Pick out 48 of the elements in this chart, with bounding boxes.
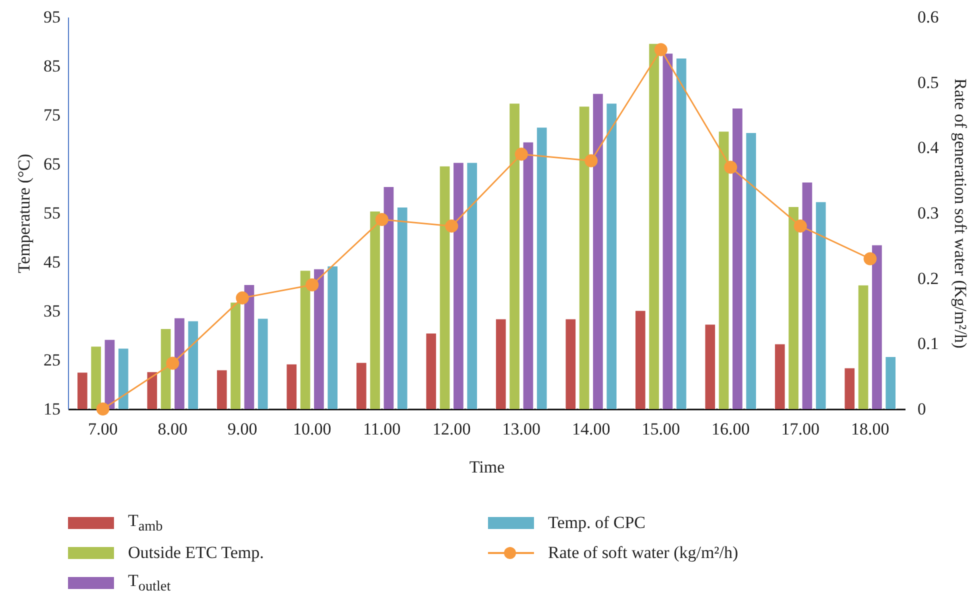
y-tick-label: 65 — [44, 154, 60, 174]
y2-tick-label: 0 — [918, 400, 926, 418]
x-tick-label: 18.00 — [851, 420, 890, 438]
y-tick-label: 95 — [44, 8, 60, 26]
y2-tick-label: 0.2 — [918, 268, 939, 288]
point — [96, 402, 110, 416]
x-tick-label: 12.00 — [432, 420, 471, 438]
point — [236, 291, 249, 304]
y2-tick-label: 0.5 — [918, 72, 939, 92]
x-tick-label: 11.00 — [363, 420, 401, 438]
legend-label: Rate of soft water (kg/m²/h) — [548, 543, 738, 563]
point — [306, 278, 319, 292]
y2-axis-title: Rate of generation soft water (Kg/m²/h) — [950, 78, 970, 348]
x-tick-label: 8.00 — [158, 420, 188, 438]
legend-label: T$_{outlet}$ — [128, 570, 171, 595]
x-tick-label: 7.00 — [88, 420, 118, 438]
point — [794, 220, 807, 233]
point — [166, 356, 180, 370]
x-tick-label: 13.00 — [502, 420, 540, 438]
x-tick-label: 9.00 — [228, 420, 258, 438]
x-tick-label: 14.00 — [572, 420, 610, 438]
y2-tick-label: 0.1 — [918, 334, 939, 354]
legend-label: T$_{amb}$ — [128, 510, 163, 536]
y-tick-label: 45 — [44, 252, 60, 272]
y2-tick-label: 0.4 — [918, 138, 940, 158]
point — [445, 220, 458, 233]
y-tick-label: 75 — [44, 106, 60, 124]
x-tick-label: 10.00 — [293, 420, 332, 438]
y2-tick-label: 0.3 — [918, 204, 939, 222]
point — [514, 148, 528, 161]
legend-label: Outside ETC Temp. — [128, 543, 264, 563]
point — [864, 252, 877, 266]
y-tick-label: 15 — [44, 400, 60, 418]
point — [584, 154, 598, 168]
y-tick-label: 35 — [44, 302, 60, 320]
point — [654, 43, 668, 56]
y-tick-label: 55 — [44, 204, 60, 222]
x-axis-title: Time — [469, 458, 505, 476]
y-tick-label: 25 — [44, 350, 60, 370]
y2-tick-label: 0.6 — [918, 8, 939, 26]
legend-label: Temp. of CPC — [548, 513, 646, 533]
x-tick-label: 17.00 — [781, 420, 820, 438]
y-axis-title: Temperature (°C) — [14, 154, 34, 274]
y-tick-label: 85 — [44, 56, 60, 76]
x-tick-label: 16.00 — [712, 420, 750, 438]
x-tick-label: 15.00 — [642, 420, 680, 438]
point — [375, 213, 388, 226]
point — [724, 160, 738, 174]
